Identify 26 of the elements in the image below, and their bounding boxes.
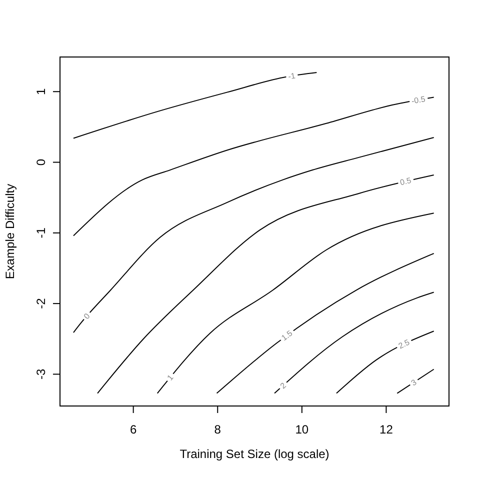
line-series [156, 212, 434, 394]
y-tick-label: -3 [34, 368, 48, 380]
line-series [216, 252, 434, 394]
text: 3 [409, 377, 419, 388]
x-tick-label: 12 [380, 422, 394, 437]
text: 1.5 [280, 328, 295, 343]
line-series [274, 292, 434, 394]
y-axis-title: Example Difficulty [3, 184, 17, 280]
line-series [72, 72, 318, 139]
x-tick-label: 6 [130, 422, 137, 437]
y-tick-label: 1 [34, 88, 48, 95]
x-tick-label: 8 [214, 422, 222, 437]
text: 2 [278, 380, 288, 391]
line-series [97, 174, 434, 394]
text: -0.5 [410, 94, 427, 106]
y-tick-label: -1 [34, 227, 48, 238]
x-tick-label: 10 [295, 422, 309, 437]
y-tick-label: -2 [34, 298, 48, 309]
text: 2.5 [397, 338, 412, 351]
y-tick-label: 0 [34, 158, 48, 166]
text: 0.5 [399, 176, 413, 188]
x-axis-title: Training Set Size (log scale) [180, 447, 330, 461]
text: 1 [165, 372, 176, 382]
line-series [72, 96, 434, 236]
text: 0 [82, 311, 92, 321]
text: -1 [287, 71, 296, 82]
